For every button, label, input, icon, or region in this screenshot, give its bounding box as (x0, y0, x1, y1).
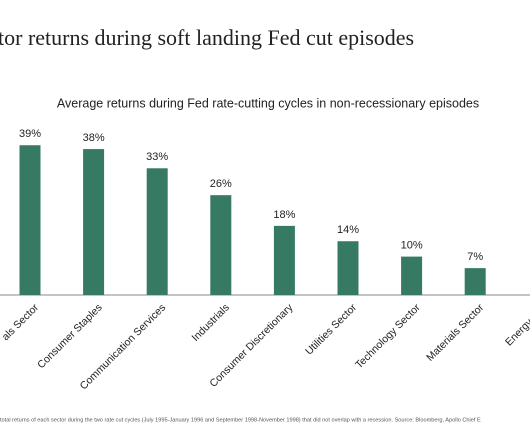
x-tick-label: Materials Sector (424, 301, 486, 363)
x-tick-label: Consumer Staples (35, 302, 105, 372)
bar (401, 256, 423, 295)
bar (210, 195, 232, 295)
footnote: total returns of each sector during the … (0, 417, 481, 423)
value-label: 33% (146, 151, 168, 163)
value-label: 39% (19, 128, 41, 140)
chart-subtitle: Average returns during Fed rate-cutting … (57, 96, 479, 110)
bar (83, 149, 105, 295)
chart-title: tor returns during soft landing Fed cut … (0, 25, 414, 50)
bar (19, 145, 41, 295)
bar (273, 225, 295, 295)
bar (464, 268, 486, 295)
value-label: 26% (210, 178, 232, 190)
bar (337, 241, 359, 295)
value-label: 10% (401, 240, 423, 252)
x-tick-label: Technology Sector (353, 301, 423, 371)
value-label: 18% (273, 209, 295, 221)
x-tick-label: als Sector (0, 301, 41, 343)
x-tick-label: Industrials (190, 302, 232, 344)
x-tick-label: Utilities Sector (303, 301, 359, 357)
value-label: 38% (83, 132, 105, 144)
x-tick-label: Energy Sec (503, 302, 530, 349)
value-label: 14% (337, 224, 359, 236)
bar (146, 168, 168, 295)
value-label: 7% (467, 251, 483, 263)
